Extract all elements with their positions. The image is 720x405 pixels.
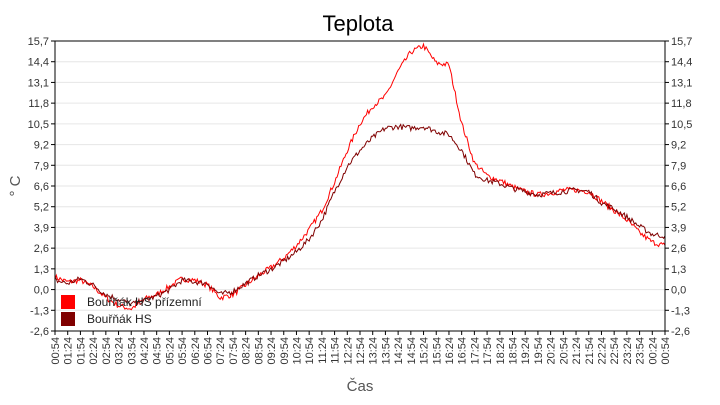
- x-tick-label: 07:54: [228, 337, 240, 365]
- x-tick-label: 01:24: [63, 337, 75, 365]
- x-tick-label: 22:24: [596, 337, 608, 365]
- y-tick-label: 0,0: [671, 285, 686, 297]
- x-tick-label: 10:54: [304, 337, 316, 365]
- y-tick-label: 14,4: [671, 57, 692, 69]
- y-tick-label: -1,3: [30, 305, 49, 317]
- x-tick-label: 21:24: [571, 337, 583, 365]
- x-tick-label: 20:24: [546, 337, 558, 365]
- x-tick-label: 01:54: [75, 337, 87, 365]
- x-tick-label: 00:24: [647, 337, 659, 365]
- y-tick-label: 7,9: [34, 160, 49, 172]
- x-tick-label: 07:24: [215, 337, 227, 365]
- x-tick-label: 02:24: [88, 337, 100, 365]
- y-tick-label: -2,6: [671, 326, 690, 338]
- y-tick-label: 3,9: [34, 222, 49, 234]
- x-tick-label: 04:54: [152, 337, 164, 365]
- y-tick-label: 2,6: [34, 243, 49, 255]
- legend-label: Bouřňák HS: [87, 312, 152, 326]
- y-tick-label: 9,2: [34, 140, 49, 152]
- y-tick-label: 2,6: [671, 243, 686, 255]
- x-tick-label: 19:54: [533, 337, 545, 365]
- x-tick-label: 15:24: [419, 337, 431, 365]
- y-tick-label: 13,1: [28, 77, 49, 89]
- x-tick-label: 04:24: [139, 337, 151, 365]
- series-line: [55, 125, 665, 306]
- x-tick-label: 08:24: [241, 337, 253, 365]
- x-tick-label: 03:54: [126, 337, 138, 365]
- y-tick-label: -2,6: [30, 326, 49, 338]
- x-tick-label: 13:24: [368, 337, 380, 365]
- x-tick-label: 14:24: [393, 337, 405, 365]
- y-tick-label: 10,5: [671, 119, 692, 131]
- x-tick-label: 16:24: [444, 337, 456, 365]
- y-tick-label: 5,2: [671, 202, 686, 214]
- x-tick-label: 20:54: [558, 337, 570, 365]
- y-tick-label: 15,7: [28, 36, 49, 48]
- x-tick-label: 03:24: [114, 337, 126, 365]
- x-tick-label: 16:54: [457, 337, 469, 365]
- y-axis-right: 15,7 14,4 13,1 11,8 10,5 9,2 7,9 6,6 5,2 3,9 2,6 1,…: [665, 36, 692, 338]
- y-tick-label: 14,4: [28, 57, 49, 69]
- y-tick-label: 11,8: [28, 98, 49, 110]
- x-tick-label: 17:24: [469, 337, 481, 365]
- x-tick-label: 17:54: [482, 337, 494, 365]
- chart-title: Teplota: [323, 11, 395, 36]
- x-tick-label: 12:24: [342, 337, 354, 365]
- y-tick-label: 1,3: [671, 264, 686, 276]
- y-axis-label: ° C: [7, 175, 24, 196]
- y-tick-label: 5,2: [34, 202, 49, 214]
- legend-label: Bouřňák HS přízemní: [87, 295, 202, 309]
- y-tick-label: 6,6: [671, 181, 686, 193]
- y-tick-label: 10,5: [28, 119, 49, 131]
- x-tick-label: 12:54: [355, 337, 367, 365]
- x-tick-label: 08:54: [253, 337, 265, 365]
- y-tick-label: 6,6: [34, 181, 49, 193]
- x-tick-label: 02:54: [101, 337, 113, 365]
- series-line: [55, 44, 665, 310]
- x-tick-label: 15:54: [431, 337, 443, 365]
- legend-swatch: [61, 295, 75, 309]
- x-tick-label: 22:54: [609, 337, 621, 365]
- y-tick-label: 9,2: [671, 140, 686, 152]
- x-tick-label: 18:54: [508, 337, 520, 365]
- x-tick-label: 09:54: [279, 337, 291, 365]
- x-tick-label: 00:54: [660, 337, 672, 365]
- y-axis-left: 15,7 14,4 13,1 11,8 10,5 9,2 7,9 6,6 5,2 3,9 2,6 1,…: [28, 36, 55, 338]
- x-tick-label: 10:24: [291, 337, 303, 365]
- x-tick-label: 21:54: [584, 337, 596, 365]
- x-tick-label: 13:54: [380, 337, 392, 365]
- x-axis-label: Čas: [347, 378, 374, 395]
- y-tick-label: 11,8: [671, 98, 692, 110]
- x-tick-label: 18:24: [495, 337, 507, 365]
- x-tick-label: 14:54: [406, 337, 418, 365]
- y-tick-label: 3,9: [671, 222, 686, 234]
- x-tick-label: 06:24: [190, 337, 202, 365]
- y-tick-label: -1,3: [671, 305, 690, 317]
- x-tick-label: 11:24: [317, 337, 329, 364]
- y-tick-label: 15,7: [671, 36, 692, 48]
- y-tick-label: 7,9: [671, 160, 686, 172]
- series-lines: [55, 44, 665, 310]
- y-tick-label: 13,1: [671, 77, 692, 89]
- x-tick-label: 19:24: [520, 337, 532, 365]
- x-tick-label: 00:54: [50, 337, 62, 365]
- grid: [55, 41, 665, 331]
- y-tick-label: 1,3: [34, 264, 49, 276]
- x-tick-label: 23:54: [635, 337, 647, 365]
- x-tick-label: 06:54: [203, 337, 215, 365]
- x-tick-label: 09:24: [266, 337, 278, 365]
- x-tick-label: 05:54: [177, 337, 189, 365]
- legend-swatch: [61, 312, 75, 326]
- x-tick-label: 05:24: [164, 337, 176, 365]
- y-tick-label: 0,0: [34, 285, 49, 297]
- x-tick-label: 23:24: [622, 337, 634, 365]
- x-tick-label: 11:54: [330, 337, 342, 364]
